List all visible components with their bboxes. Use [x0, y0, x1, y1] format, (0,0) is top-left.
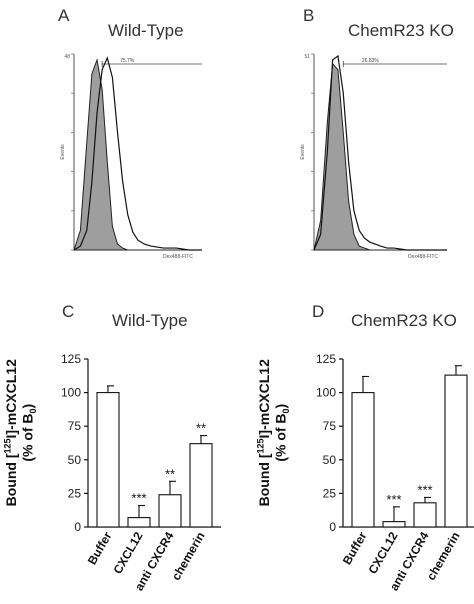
y-tick-label: 25	[323, 486, 337, 500]
y-tick-label: 125	[316, 352, 336, 366]
significance-label: ***	[417, 482, 432, 497]
significance-label: **	[196, 421, 206, 436]
y-tick-label: 50	[68, 453, 82, 467]
gate-label: 26.83%	[362, 58, 380, 64]
bar-wild-type-0	[96, 392, 120, 528]
x-axis-label: Dex488-FITC	[163, 254, 193, 260]
panel-title-d: ChemR23 KO	[351, 311, 457, 330]
y-tick-label: 50	[323, 453, 337, 467]
histogram-sample-chemr23-ko	[313, 54, 447, 251]
bar-chemr23-ko-2	[413, 502, 437, 528]
category-label: Buffer	[340, 529, 370, 567]
bar-wild-type-2	[158, 494, 182, 528]
bar-chemr23-ko-1	[382, 521, 406, 528]
panel-title-b: ChemR23 KO	[348, 21, 454, 40]
y-tick-label: 100	[316, 386, 336, 400]
y-tick-label-top: 51	[304, 54, 310, 60]
y-tick-label: 125	[61, 352, 81, 366]
bar-wild-type-1	[127, 517, 151, 528]
gate-label: 75.7%	[120, 58, 135, 64]
panel-title-c: Wild-Type	[112, 311, 188, 330]
y-tick-label: 25	[68, 486, 82, 500]
y-tick-label: 0	[74, 520, 81, 534]
histogram-wild-type: 48 Events Dex488-FITC 75.7%	[60, 53, 202, 260]
y-tick-label: 0	[329, 520, 336, 534]
histogram-control-chemr23-ko	[313, 62, 447, 251]
panel-title-a: Wild-Type	[108, 21, 184, 40]
bar-chemr23-ko-3	[444, 374, 468, 528]
panel-letter-c: C	[62, 302, 75, 321]
histogram-sample-wild-type	[73, 56, 202, 251]
y-tick-label: 75	[68, 419, 82, 433]
y-tick-label: 100	[61, 386, 81, 400]
bar-chemr23-ko-0	[351, 392, 375, 528]
histogram-control-wild-type	[73, 57, 202, 251]
significance-label: ***	[131, 490, 146, 505]
significance-label: **	[165, 466, 175, 481]
category-label: Buffer	[85, 529, 115, 567]
panel-letter-b: B	[303, 6, 315, 25]
histogram-chemr23-ko: 51 Events Dex488-FITC 26.83%	[300, 53, 447, 260]
x-axis-label: Dex488-FITC	[408, 254, 438, 260]
y-axis-label: Events	[60, 144, 66, 160]
significance-label: ***	[386, 492, 401, 507]
bar-wild-type-3	[189, 443, 213, 528]
y-tick-label: 75	[323, 419, 337, 433]
panel-letter-a: A	[58, 6, 70, 25]
panel-letter-d: D	[312, 302, 325, 321]
y-axis-label: Events	[300, 144, 306, 160]
y-tick-label-top: 48	[64, 54, 70, 60]
